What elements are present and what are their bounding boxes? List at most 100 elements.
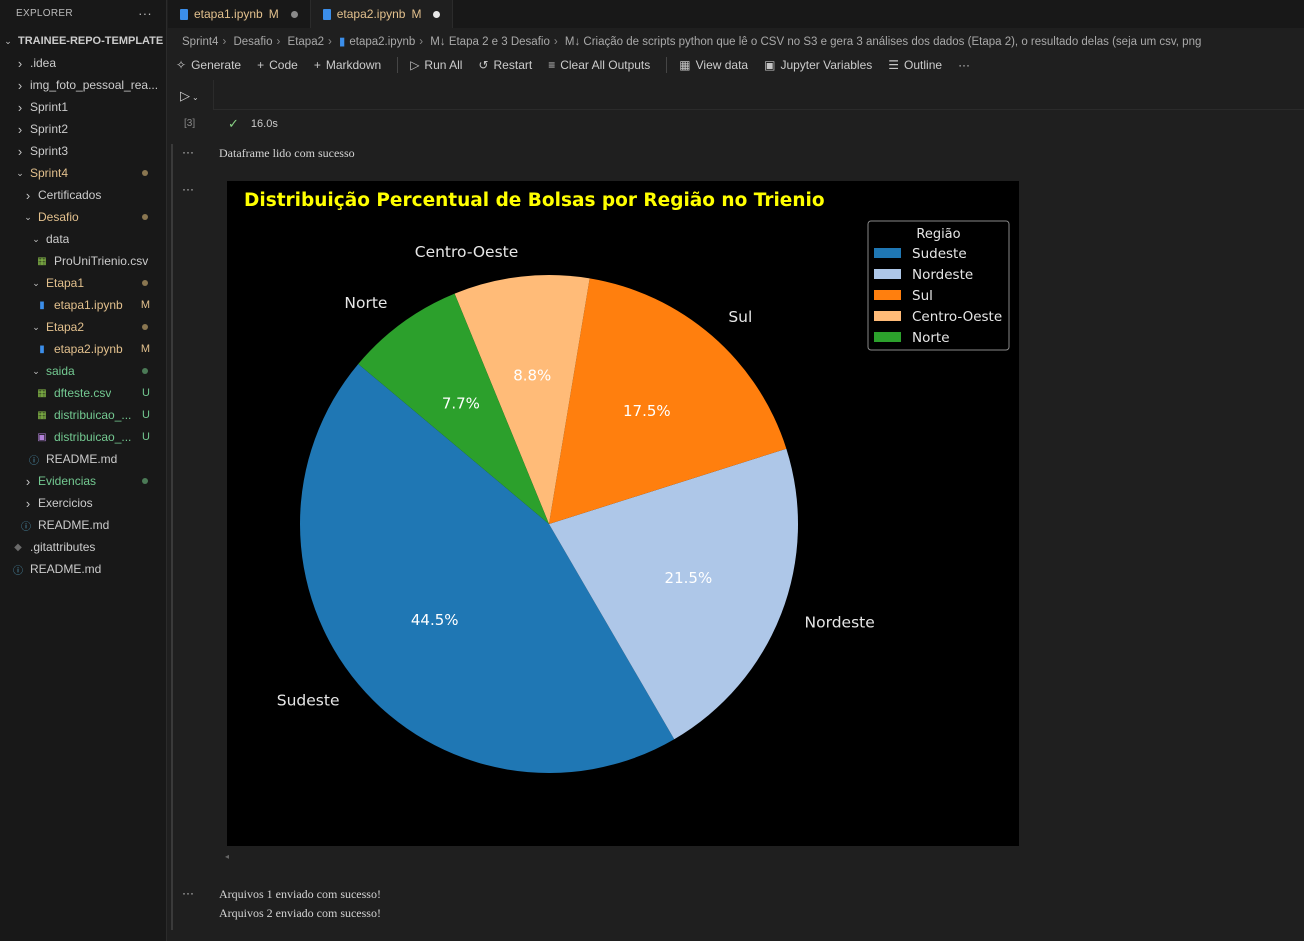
git-status-badge: U bbox=[142, 431, 150, 443]
restart-button[interactable]: ↺ Restart bbox=[478, 58, 532, 72]
chevron-right-icon[interactable]: › bbox=[17, 143, 23, 159]
chevron-right-icon[interactable]: › bbox=[17, 121, 23, 137]
outline-button[interactable]: ☰ Outline bbox=[888, 58, 942, 72]
tree-item[interactable]: › .idea bbox=[0, 52, 167, 74]
chevron-down-icon[interactable]: ⌄ bbox=[4, 35, 12, 46]
tree-item[interactable]: ⓘ README.md bbox=[0, 448, 167, 470]
pie-category-label: Sudeste bbox=[277, 691, 340, 709]
pie-value-label: 8.8% bbox=[513, 367, 551, 385]
tree-item-label: Etapa2 bbox=[46, 320, 85, 334]
generate-label: Generate bbox=[191, 58, 242, 72]
tree-item[interactable]: ⌄ Desafio bbox=[0, 206, 167, 228]
legend-swatch bbox=[874, 269, 901, 279]
chevron-down-icon[interactable]: ⌄ bbox=[32, 277, 40, 288]
tree-item[interactable]: ⓘ README.md bbox=[0, 514, 167, 536]
status-dot-icon bbox=[142, 368, 148, 374]
tree-item[interactable]: ⌄ TRAINEE-REPO-TEMPLATE bbox=[0, 30, 167, 52]
info-icon: ⓘ bbox=[29, 455, 39, 467]
tree-item[interactable]: ◆ .gitattributes bbox=[0, 536, 167, 558]
breadcrumb-item[interactable]: Sprint4 bbox=[182, 36, 219, 48]
chevron-right-icon[interactable]: › bbox=[25, 473, 31, 489]
tree-item-label: distribuicao_... bbox=[54, 430, 132, 444]
add-markdown-button[interactable]: + Markdown bbox=[314, 58, 381, 72]
editor-tabs: etapa1.ipynb M etapa2.ipynb M bbox=[168, 0, 1304, 28]
clear-outputs-button[interactable]: ≡ Clear All Outputs bbox=[548, 58, 650, 72]
modified-dot-icon[interactable] bbox=[290, 10, 298, 18]
explorer-more-icon[interactable]: ··· bbox=[138, 5, 152, 21]
tree-item[interactable]: ⌄ Etapa1 bbox=[0, 272, 167, 294]
code-editor[interactable] bbox=[213, 80, 1304, 110]
breadcrumb-item[interactable]: etapa2.ipynb bbox=[349, 36, 416, 48]
tree-item[interactable]: › Evidencias bbox=[0, 470, 167, 492]
notebook-icon: ▮ bbox=[39, 299, 45, 311]
tree-item[interactable]: › Sprint2 bbox=[0, 118, 167, 140]
execution-count: [3] bbox=[184, 118, 196, 129]
tree-item[interactable]: ⌄ Sprint4 bbox=[0, 162, 167, 184]
play-icon: ▷ bbox=[410, 58, 420, 72]
status-dot-icon bbox=[142, 324, 148, 330]
outline-icon: ☰ bbox=[888, 58, 900, 72]
breadcrumb-item[interactable]: Etapa2 bbox=[287, 36, 324, 48]
variables-button[interactable]: ▣ Jupyter Variables bbox=[764, 58, 872, 72]
tree-item[interactable]: › img_foto_pessoal_rea... bbox=[0, 74, 167, 96]
breadcrumb-item[interactable]: M↓ Etapa 2 e 3 Desafio bbox=[430, 36, 550, 48]
chevron-right-icon[interactable]: › bbox=[25, 495, 31, 511]
toolbar-more-button[interactable]: ··· bbox=[958, 58, 970, 72]
tree-item[interactable]: ▦ distribuicao_... U bbox=[0, 404, 167, 426]
tree-item[interactable]: ▣ distribuicao_... U bbox=[0, 426, 167, 448]
legend-label: Centro-Oeste bbox=[912, 309, 1002, 325]
tree-item-label: data bbox=[46, 232, 70, 246]
tree-item[interactable]: › Sprint1 bbox=[0, 96, 167, 118]
pie-value-label: 17.5% bbox=[623, 402, 671, 420]
add-code-button[interactable]: + Code bbox=[257, 58, 298, 72]
chevron-down-icon[interactable]: ⌄ bbox=[16, 167, 24, 178]
run-cell-button[interactable]: ▷ ⌄ bbox=[180, 88, 199, 104]
output-more-button[interactable]: ··· bbox=[182, 182, 194, 196]
tree-item-label: Sprint2 bbox=[30, 122, 69, 136]
tree-item[interactable]: ⓘ README.md bbox=[0, 558, 167, 580]
pie-value-label: 44.5% bbox=[411, 611, 459, 629]
chevron-right-icon[interactable]: › bbox=[25, 187, 31, 203]
chevron-right-icon[interactable]: › bbox=[17, 99, 23, 115]
breadcrumb-item[interactable]: M↓ Criação de scripts python que lê o CS… bbox=[564, 36, 1202, 48]
tree-item[interactable]: › Exercicios bbox=[0, 492, 167, 514]
legend-swatch bbox=[874, 290, 901, 300]
tree-item[interactable]: ▮ etapa2.ipynb M bbox=[0, 338, 167, 360]
modified-dot-icon[interactable] bbox=[433, 10, 441, 18]
more-icon: ··· bbox=[958, 58, 971, 72]
play-icon: ▷ bbox=[180, 88, 190, 103]
tree-item[interactable]: ▦ ProUniTrienio.csv bbox=[0, 250, 167, 272]
git-status-badge: M bbox=[140, 299, 150, 311]
pie-category-label: Sul bbox=[728, 308, 752, 326]
tab-etapa2[interactable]: etapa2.ipynb M bbox=[310, 0, 454, 28]
view-data-button[interactable]: ▦ View data bbox=[679, 58, 748, 72]
breadcrumb-item[interactable]: Desafio bbox=[233, 36, 273, 48]
code-label: Code bbox=[269, 58, 298, 72]
tree-item[interactable]: ⌄ saida bbox=[0, 360, 167, 382]
image-icon: ▣ bbox=[37, 431, 47, 443]
output-more-button[interactable]: ··· bbox=[182, 886, 194, 900]
tree-item[interactable]: ⌄ Etapa2 bbox=[0, 316, 167, 338]
tree-item-label: img_foto_pessoal_rea... bbox=[30, 78, 159, 92]
output-text: Arquivos 2 enviado com sucesso! bbox=[219, 906, 381, 920]
tree-item[interactable]: ▮ etapa1.ipynb M bbox=[0, 294, 167, 316]
scroll-left-icon[interactable]: ◂ bbox=[225, 852, 230, 861]
csv-icon: ▦ bbox=[37, 409, 47, 421]
chevron-down-icon[interactable]: ⌄ bbox=[32, 365, 40, 376]
pie-slice-centro-oeste bbox=[454, 275, 590, 524]
chevron-down-icon[interactable]: ⌄ bbox=[32, 321, 40, 332]
tree-item[interactable]: › Certificados bbox=[0, 184, 167, 206]
chevron-down-icon[interactable]: ⌄ bbox=[24, 211, 32, 222]
chevron-right-icon[interactable]: › bbox=[17, 77, 23, 93]
run-all-button[interactable]: ▷ Run All bbox=[410, 58, 462, 72]
tree-item[interactable]: ▦ dfteste.csv U bbox=[0, 382, 167, 404]
output-more-button[interactable]: ··· bbox=[182, 145, 194, 159]
tab-etapa1[interactable]: etapa1.ipynb M bbox=[168, 0, 311, 28]
chevron-down-icon[interactable]: ⌄ bbox=[32, 233, 40, 244]
generate-button[interactable]: ✧ Generate bbox=[176, 58, 241, 72]
tree-item[interactable]: ⌄ data bbox=[0, 228, 167, 250]
legend-swatch bbox=[874, 248, 901, 258]
legend-swatch bbox=[874, 311, 901, 321]
chevron-right-icon[interactable]: › bbox=[17, 55, 23, 71]
tree-item[interactable]: › Sprint3 bbox=[0, 140, 167, 162]
